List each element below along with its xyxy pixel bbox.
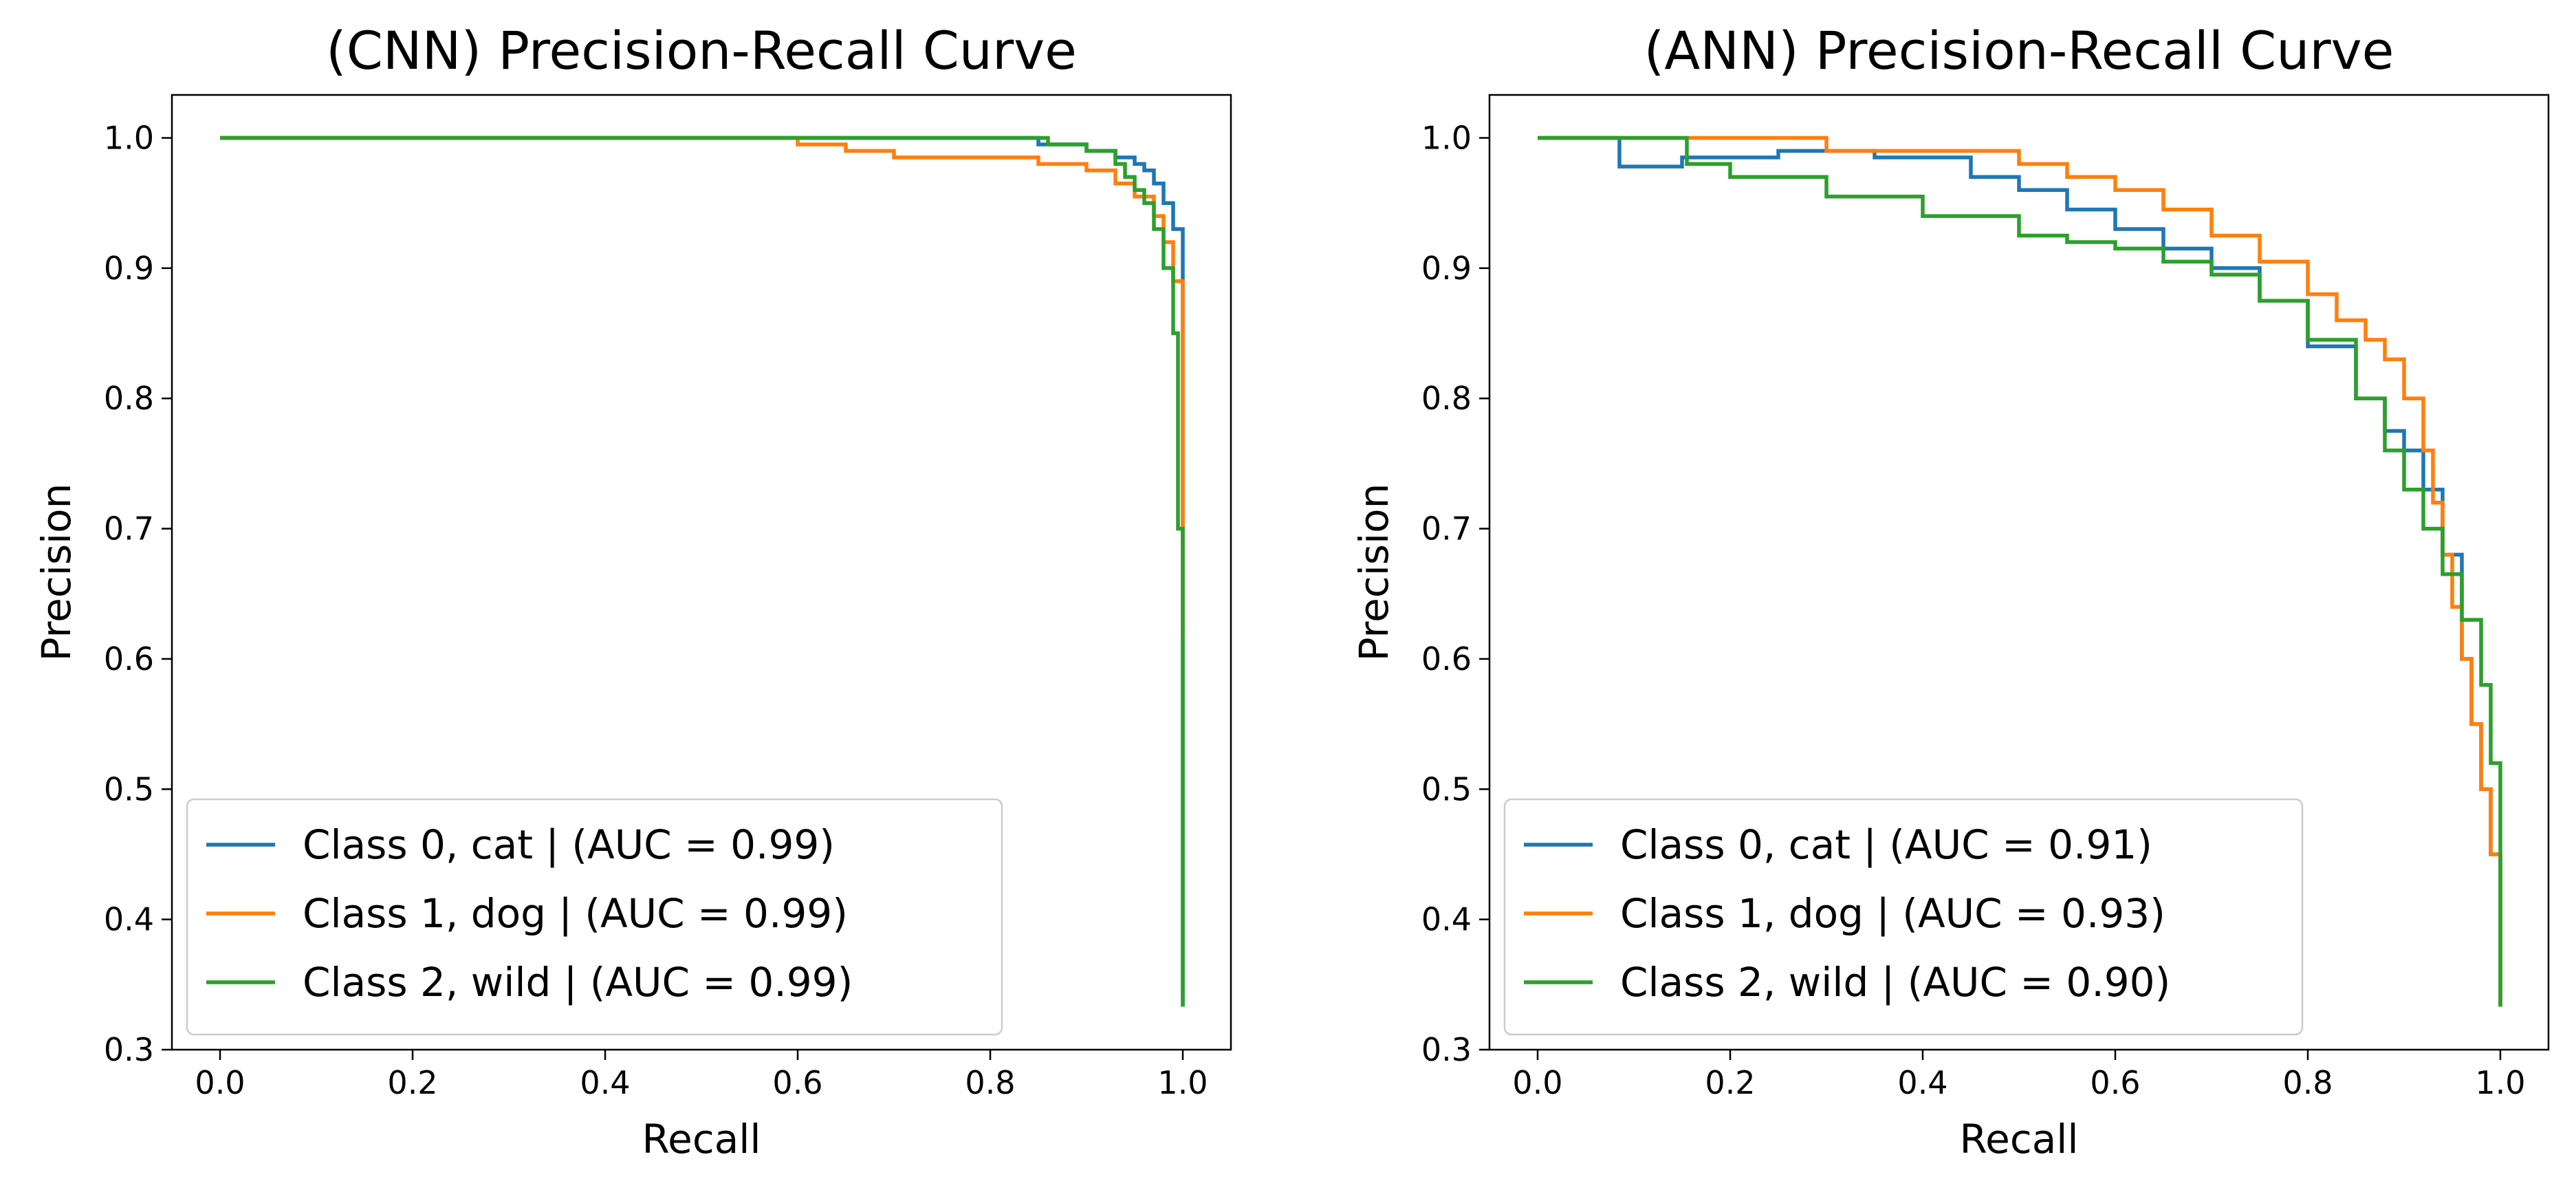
y-tick-label: 0.6 <box>104 640 154 678</box>
x-tick-label: 0.0 <box>1512 1064 1562 1101</box>
series-group <box>220 136 1185 1007</box>
x-tick-label: 0.2 <box>387 1064 437 1101</box>
legend-box <box>186 798 1003 1036</box>
y-tick-label: 0.5 <box>104 770 154 808</box>
y-tick-label: 0.9 <box>104 250 154 287</box>
x-tick-label: 0.6 <box>772 1064 822 1101</box>
y-tick-label: 0.7 <box>104 510 154 548</box>
y-axis-label: Precision <box>1351 484 1397 662</box>
axes-frame <box>1488 94 2550 1051</box>
legend: Class 0, cat | (AUC = 0.91) Class 1, dog … <box>1503 798 2304 1036</box>
x-tick-label: 0.4 <box>1897 1064 1947 1101</box>
y-tick-label: 1.0 <box>104 119 154 156</box>
series-line-class-1 <box>1538 136 2502 1007</box>
y-tick-label: 0.4 <box>1421 901 1472 938</box>
legend: Class 0, cat | (AUC = 0.99) Class 1, dog … <box>186 798 1003 1036</box>
x-tick-label: 1.0 <box>1157 1064 1208 1101</box>
legend-label-class-0: Class 0, cat | (AUC = 0.91) <box>1620 821 2152 868</box>
x-axis-label: Recall <box>642 1116 761 1162</box>
y-tick-label: 0.6 <box>1421 640 1472 678</box>
legend-label-class-2: Class 2, wild | (AUC = 0.99) <box>303 959 853 1006</box>
axes-frame <box>171 94 1232 1051</box>
cnn-pr-chart: (CNN) Precision-Recall Curve 0.0 0.2 0.4 0.6… <box>33 20 1232 1162</box>
y-tick-label: 0.5 <box>1421 770 1472 808</box>
y-tick-label: 0.3 <box>1421 1031 1472 1068</box>
series-line-class-2 <box>1538 136 2502 1007</box>
y-tick-label: 1.0 <box>1421 119 1472 156</box>
y-tick-label: 0.9 <box>1421 250 1472 287</box>
chart-title: (ANN) Precision-Recall Curve <box>1644 20 2394 81</box>
x-axis-label: Recall <box>1959 1116 2078 1162</box>
legend-label-class-1: Class 1, dog | (AUC = 0.99) <box>303 890 848 937</box>
x-tick-label: 1.0 <box>2475 1064 2525 1101</box>
y-tick-label: 0.8 <box>1421 380 1472 417</box>
x-tick-label: 0.6 <box>2090 1064 2140 1101</box>
y-tick-label: 0.8 <box>104 380 154 417</box>
x-tick-label: 0.2 <box>1705 1064 1755 1101</box>
y-tick-label: 0.3 <box>104 1031 154 1068</box>
series-line-class-1 <box>220 136 1185 634</box>
series-group <box>1538 136 2502 1007</box>
chart-title: (CNN) Precision-Recall Curve <box>326 20 1077 81</box>
y-tick-label: 0.7 <box>1421 510 1472 548</box>
legend-label-class-1: Class 1, dog | (AUC = 0.93) <box>1620 890 2165 937</box>
legend-box <box>1503 798 2304 1036</box>
legend-label-class-0: Class 0, cat | (AUC = 0.99) <box>303 821 835 868</box>
x-tick-label: 0.4 <box>580 1064 630 1101</box>
series-line-class-2 <box>220 136 1185 1007</box>
x-tick-label: 0.8 <box>965 1064 1015 1101</box>
y-tick-label: 0.4 <box>104 901 154 938</box>
ann-pr-chart: (ANN) Precision-Recall Curve 0.0 0.2 0.4 0.6… <box>1351 20 2550 1162</box>
y-axis-label: Precision <box>33 484 80 662</box>
x-tick-label: 0.8 <box>2282 1064 2333 1101</box>
legend-label-class-2: Class 2, wild | (AUC = 0.90) <box>1620 959 2170 1006</box>
x-tick-label: 0.0 <box>195 1064 245 1101</box>
